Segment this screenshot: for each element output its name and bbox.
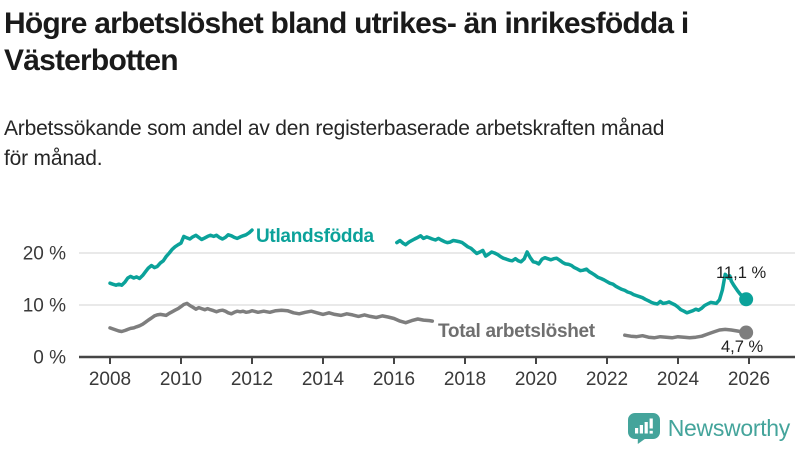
chart-subtitle-line-1: Arbetssökande som andel av den registerb… — [4, 117, 665, 140]
x-tick-label-2024: 2024 — [657, 369, 700, 390]
series-line-utlandsfodda-1 — [395, 234, 748, 315]
newsworthy-logo-text: Newsworthy — [667, 414, 791, 441]
series-label-total: Total arbetslöshet — [438, 321, 596, 342]
series-end-dot-total — [739, 325, 754, 340]
y-tick-label-10: 10 % — [23, 296, 66, 317]
series-label-utlandsfodda: Utlandsfödda — [256, 226, 375, 247]
page-title: Högre arbetslöshet bland utrikes- än inr… — [4, 5, 796, 79]
unemployment-line-chart: 2008 2010 2012 2014 2016 2018 2020 2022 2024 2026… — [23, 226, 795, 390]
page-title-line-1: Högre arbetslöshet bland utrikes- än inr… — [4, 7, 689, 40]
series-end-dot-utlandsfodda — [739, 292, 754, 307]
chart-subtitle-line-2: för månad. — [4, 147, 103, 170]
x-tick-label-2012: 2012 — [231, 369, 273, 390]
x-tick-label-2008: 2008 — [89, 369, 131, 390]
series-line-utlandsfodda-0 — [108, 228, 254, 287]
x-tick-label-2016: 2016 — [373, 369, 415, 390]
series-line-total-1 — [623, 327, 748, 340]
series-end-label-utlandsfodda: 11,1 % — [716, 264, 766, 282]
x-tick-label-2010: 2010 — [160, 369, 202, 390]
x-tick-label-2018: 2018 — [444, 369, 486, 390]
y-tick-label-0: 0 % — [33, 348, 66, 369]
x-tick-label-2026: 2026 — [728, 369, 770, 390]
newsworthy-logo: Newsworthy — [627, 411, 791, 445]
chart-subtitle: Arbetssökande som andel av den registerb… — [4, 114, 792, 174]
y-tick-label-20: 20 % — [23, 244, 66, 265]
series-end-label-total: 4,7 % — [721, 338, 764, 356]
x-tick-label-2020: 2020 — [515, 369, 557, 390]
page-title-line-2: Västerbotten — [4, 44, 179, 77]
series-line-total-0 — [108, 301, 435, 334]
newsworthy-bubble-chart-icon — [627, 412, 660, 444]
x-tick-label-2022: 2022 — [586, 369, 628, 390]
x-tick-label-2014: 2014 — [302, 369, 345, 390]
